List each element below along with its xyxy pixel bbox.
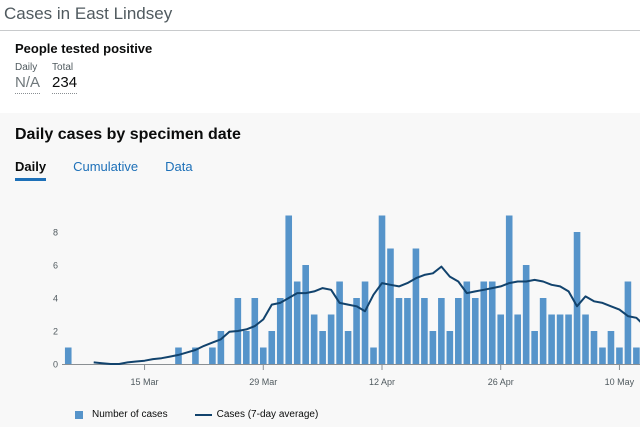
- chart-card-title: Daily cases by specimen date: [15, 126, 241, 143]
- average-line: [93, 265, 640, 365]
- case-bar: [599, 347, 606, 364]
- case-bar: [285, 215, 293, 364]
- case-bar: [336, 281, 343, 364]
- case-bar: [412, 248, 420, 364]
- case-bar: [370, 347, 377, 364]
- x-tick-label: 29 Mar: [249, 377, 277, 387]
- case-bar: [192, 347, 199, 364]
- case-bar: [310, 314, 318, 364]
- y-tick-label: 8: [53, 228, 58, 238]
- case-bar: [421, 298, 428, 364]
- chart-tabs: Daily Cumulative Data: [15, 159, 193, 181]
- case-bar: [251, 298, 259, 364]
- case-bar: [616, 347, 623, 364]
- tab-daily[interactable]: Daily: [15, 159, 47, 181]
- case-bar: [361, 281, 369, 364]
- case-bar: [480, 281, 488, 364]
- case-bar: [209, 347, 216, 364]
- y-tick-label: 6: [53, 261, 58, 271]
- case-bar: [64, 347, 72, 364]
- tab-cumulative[interactable]: Cumulative: [73, 159, 139, 174]
- case-bar: [217, 331, 225, 364]
- case-bar: [463, 281, 471, 364]
- case-bar: [438, 298, 445, 364]
- case-bar: [327, 314, 335, 364]
- case-bar: [505, 215, 513, 364]
- case-bar: [471, 298, 479, 364]
- case-bar: [573, 232, 581, 364]
- case-bar: [293, 281, 301, 364]
- case-bar: [548, 314, 555, 364]
- case-bar: [590, 331, 598, 364]
- case-bar: [582, 314, 589, 364]
- tab-data[interactable]: Data: [165, 159, 193, 174]
- case-bar: [319, 331, 326, 364]
- case-bar: [446, 331, 454, 364]
- metric-daily-value[interactable]: N/A: [15, 74, 41, 94]
- case-bar: [607, 331, 615, 364]
- summary-heading: People tested positive: [15, 41, 153, 56]
- page-title: Cases in East Lindsey: [4, 4, 173, 23]
- case-bar: [378, 215, 386, 364]
- y-tick-label: 4: [53, 294, 58, 304]
- case-bar: [404, 298, 411, 364]
- case-bar: [268, 331, 276, 364]
- chart-card: [0, 113, 640, 427]
- case-bar: [565, 314, 572, 364]
- legend-line-swatch: [194, 413, 212, 416]
- case-bar: [243, 331, 250, 364]
- summary-panel: People tested positive Daily N/A Total 2…: [15, 41, 152, 94]
- case-bar: [387, 248, 394, 364]
- case-bar: [556, 314, 564, 364]
- case-bar: [259, 347, 267, 364]
- legend-line-label: Cases (7-day average): [216, 409, 319, 420]
- case-bar: [455, 298, 462, 364]
- metric-daily: Daily N/A: [15, 62, 41, 94]
- case-bar: [633, 347, 640, 364]
- case-bar: [539, 298, 547, 364]
- case-bar: [497, 314, 505, 364]
- x-tick-label: 26 Apr: [488, 377, 514, 387]
- case-bar: [522, 265, 530, 364]
- case-bar: [276, 298, 284, 364]
- case-bar: [624, 281, 632, 364]
- x-tick-label: 12 Apr: [369, 377, 395, 387]
- y-tick-label: 0: [53, 360, 58, 370]
- legend-bar-swatch: [75, 410, 83, 419]
- legend-bar-label: Number of cases: [92, 409, 168, 420]
- case-bar: [488, 281, 496, 364]
- case-bar: [353, 298, 360, 364]
- metrics-row: Daily N/A Total 234: [15, 62, 152, 94]
- case-bar: [531, 331, 538, 364]
- y-tick-label: 2: [53, 327, 58, 337]
- metric-daily-label: Daily: [15, 62, 38, 73]
- case-bar: [395, 298, 403, 364]
- x-tick-label: 10 May: [605, 377, 635, 387]
- case-bar: [302, 265, 309, 364]
- case-bar: [429, 331, 437, 364]
- title-divider: [0, 30, 640, 31]
- chart-legend: Number of cases Cases (7-day average): [75, 409, 318, 420]
- metric-total: Total 234: [52, 62, 78, 94]
- metric-total-label: Total: [52, 62, 74, 73]
- x-tick-label: 15 Mar: [131, 377, 159, 387]
- metric-total-value[interactable]: 234: [52, 74, 78, 94]
- case-bar: [344, 331, 352, 364]
- case-bar: [514, 314, 521, 364]
